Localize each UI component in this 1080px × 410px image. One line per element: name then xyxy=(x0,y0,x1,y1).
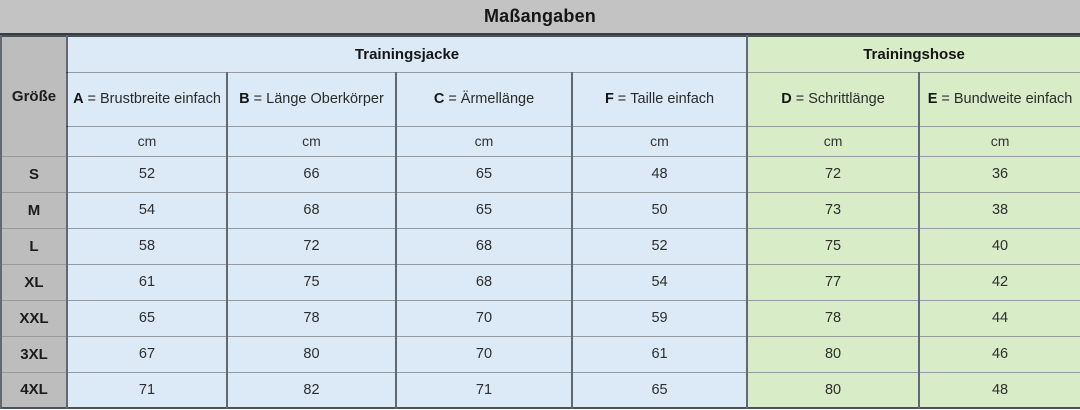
value-cell-4XL-A: 71 xyxy=(66,371,228,409)
value-cell-M-C: 65 xyxy=(395,191,573,229)
table-row-S: S 52 66 65 48 72 36 xyxy=(0,155,1080,193)
group-header-trainingsjacke: Trainingsjacke xyxy=(65,35,749,73)
column-letter: A xyxy=(73,91,84,107)
value-cell-M-D: 73 xyxy=(746,191,921,229)
table-row-XL: XL 61 75 68 54 77 42 xyxy=(0,263,1080,301)
table-row-3XL: 3XL 67 80 70 61 80 46 xyxy=(0,335,1080,373)
size-label: 4XL xyxy=(0,371,68,409)
unit-row: cm cm cm cm cm cm xyxy=(1,125,1080,157)
column-name: Ärmellänge xyxy=(460,91,535,107)
value-cell-L-D: 75 xyxy=(746,227,921,265)
value-cell-M-A: 54 xyxy=(66,191,228,229)
value-cell-XXL-D: 78 xyxy=(746,299,921,337)
value-cell-L-A: 58 xyxy=(66,227,228,265)
size-label: 3XL xyxy=(0,335,68,373)
value-cell-M-F: 50 xyxy=(570,191,749,229)
equals-sign: = xyxy=(617,91,627,107)
value-cell-L-E: 40 xyxy=(918,227,1080,265)
chart-title: Maßangaben xyxy=(0,0,1080,35)
group-header-trainingshose: Trainingshose xyxy=(746,35,1080,73)
table-row-M: M 54 68 65 50 73 38 xyxy=(0,191,1080,229)
size-label: L xyxy=(0,227,68,265)
column-letter: D xyxy=(781,91,792,107)
value-cell-3XL-E: 46 xyxy=(918,335,1080,373)
value-cell-XL-B: 75 xyxy=(226,263,397,301)
column-letter: C xyxy=(433,91,445,107)
value-cell-S-D: 72 xyxy=(746,155,921,193)
column-header-C: C = Ärmellänge xyxy=(395,71,573,127)
value-cell-4XL-B: 82 xyxy=(226,371,397,409)
value-cell-S-E: 36 xyxy=(918,155,1080,193)
unit-cell-E: cm xyxy=(918,125,1080,157)
column-letter: F xyxy=(604,91,614,107)
size-label: XXL xyxy=(0,299,68,337)
value-cell-L-F: 52 xyxy=(570,227,749,265)
equals-sign: = xyxy=(448,91,457,107)
column-header-E: E = Bundweite einfach xyxy=(918,71,1080,127)
column-header-row: A = Brustbreite einfach B = Länge Oberkörper C… xyxy=(1,71,1080,127)
value-cell-XXL-A: 65 xyxy=(66,299,228,337)
column-header-F: F = Taille einfach xyxy=(570,71,749,127)
column-name: Bundweite einfach xyxy=(953,91,1073,107)
equals-sign: = xyxy=(941,91,950,107)
value-cell-3XL-C: 70 xyxy=(395,335,573,373)
unit-cell-F: cm xyxy=(570,125,749,157)
value-cell-4XL-F: 65 xyxy=(570,371,749,409)
value-cell-4XL-C: 71 xyxy=(395,371,573,409)
value-cell-XL-D: 77 xyxy=(746,263,921,301)
value-cell-3XL-B: 80 xyxy=(226,335,397,373)
table-row-L: L 58 72 68 52 75 40 xyxy=(0,227,1080,265)
equals-sign: = xyxy=(87,91,97,107)
column-letter: B xyxy=(239,91,250,107)
column-name: Länge Oberkörper xyxy=(266,91,384,107)
value-cell-XL-E: 42 xyxy=(918,263,1080,301)
equals-sign: = xyxy=(795,91,805,107)
value-cell-XXL-B: 78 xyxy=(226,299,397,337)
value-cell-XL-C: 68 xyxy=(395,263,573,301)
value-cell-3XL-D: 80 xyxy=(746,335,921,373)
value-cell-S-B: 66 xyxy=(226,155,397,193)
unit-cell-A: cm xyxy=(66,125,228,157)
column-header-A: A = Brustbreite einfach xyxy=(66,71,228,127)
column-letter: E xyxy=(927,91,938,107)
group-header-row: Größe Trainingsjacke Trainingshose xyxy=(0,35,1080,157)
unit-cell-B: cm xyxy=(226,125,397,157)
size-label: XL xyxy=(0,263,68,301)
size-table: Größe Trainingsjacke Trainingshose A = Bru… xyxy=(0,35,1080,409)
unit-cell-C: cm xyxy=(395,125,573,157)
equals-sign: = xyxy=(253,91,263,107)
value-cell-4XL-D: 80 xyxy=(746,371,921,409)
table-row-XXL: XXL 65 78 70 59 78 44 xyxy=(0,299,1080,337)
value-cell-XXL-C: 70 xyxy=(395,299,573,337)
value-cell-L-C: 68 xyxy=(395,227,573,265)
size-column-header: Größe xyxy=(0,35,68,157)
value-cell-3XL-F: 61 xyxy=(570,335,749,373)
size-label: S xyxy=(0,155,68,193)
value-cell-L-B: 72 xyxy=(226,227,397,265)
column-header-B: B = Länge Oberkörper xyxy=(226,71,397,127)
size-label: M xyxy=(0,191,68,229)
value-cell-XXL-E: 44 xyxy=(918,299,1080,337)
column-header-D: D = Schrittlänge xyxy=(746,71,921,127)
table-row-4XL: 4XL 71 82 71 65 80 48 xyxy=(0,371,1080,409)
column-name: Brustbreite einfach xyxy=(100,91,221,107)
value-cell-S-C: 65 xyxy=(395,155,573,193)
value-cell-XL-A: 61 xyxy=(66,263,228,301)
value-cell-3XL-A: 67 xyxy=(66,335,228,373)
column-name: Taille einfach xyxy=(630,91,715,107)
value-cell-S-F: 48 xyxy=(570,155,749,193)
value-cell-XXL-F: 59 xyxy=(570,299,749,337)
value-cell-XL-F: 54 xyxy=(570,263,749,301)
value-cell-S-A: 52 xyxy=(66,155,228,193)
unit-cell-D: cm xyxy=(746,125,921,157)
value-cell-4XL-E: 48 xyxy=(918,371,1080,409)
value-cell-M-B: 68 xyxy=(226,191,397,229)
value-cell-M-E: 38 xyxy=(918,191,1080,229)
column-name: Schrittlänge xyxy=(808,91,885,107)
